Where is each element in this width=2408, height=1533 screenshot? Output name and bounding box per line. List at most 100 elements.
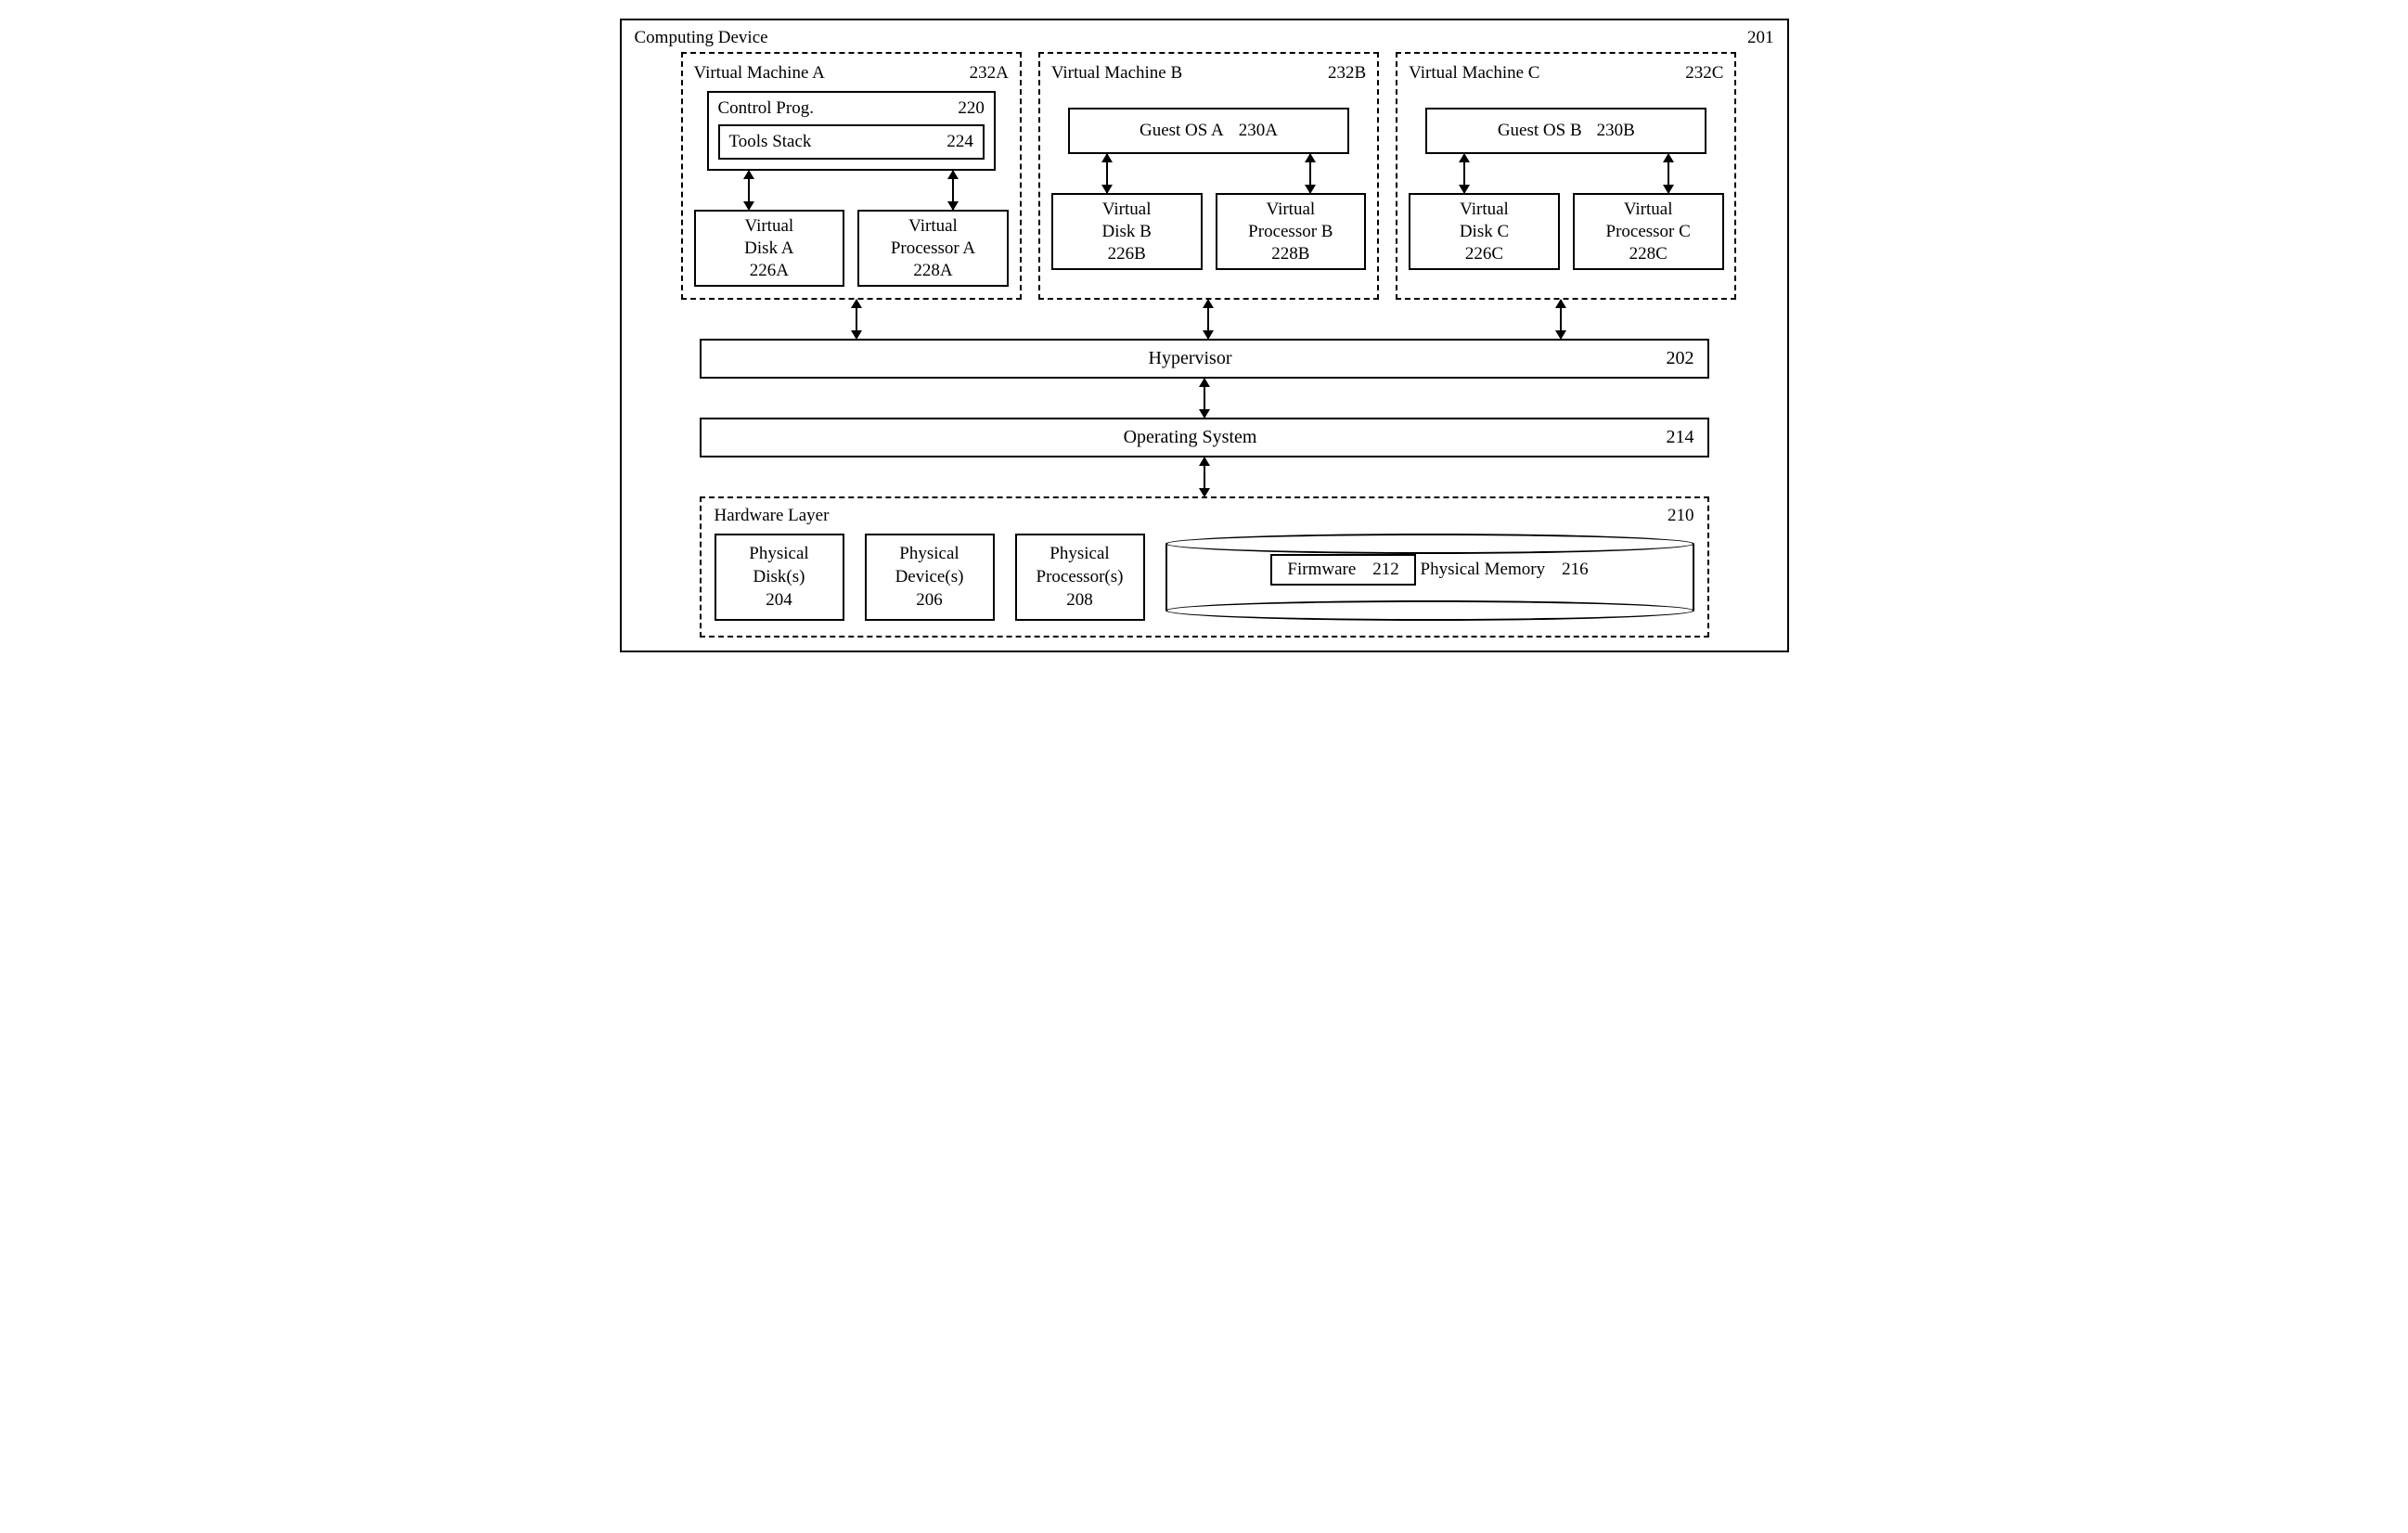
firmware-ref: 212 — [1372, 560, 1399, 580]
pdisks-ref: 204 — [726, 589, 833, 612]
guest-os-b-ref: 230B — [1597, 121, 1635, 141]
os-to-hw-arrow — [635, 457, 1774, 496]
vm-a-header: Virtual Machine A 232A — [694, 63, 1009, 84]
vdisk-c-l2: Disk C — [1418, 221, 1551, 243]
vdisk-c-ref: 226C — [1418, 243, 1551, 265]
vdisk-a-l1: Virtual — [703, 215, 836, 238]
vdisk-a: Virtual Disk A 226A — [694, 210, 845, 287]
vm-c-bottom-row: Virtual Disk C 226C Virtual Processor C … — [1409, 193, 1723, 270]
vdisk-a-l2: Disk A — [703, 238, 836, 260]
vm-a-arrows — [694, 171, 1009, 210]
vproc-a-l1: Virtual — [867, 215, 999, 238]
hw-header: Hardware Layer 210 — [715, 506, 1694, 526]
vproc-c-l1: Virtual — [1582, 199, 1715, 221]
vdisk-c-l1: Virtual — [1418, 199, 1551, 221]
tools-stack: Tools Stack 224 — [718, 124, 985, 160]
vdisk-b-ref: 226B — [1061, 243, 1193, 265]
vm-c-title: Virtual Machine C — [1409, 63, 1539, 84]
vm-b-ref: 232B — [1328, 63, 1366, 84]
hardware-layer: Hardware Layer 210 Physical Disk(s) 204 … — [700, 496, 1709, 638]
vproc-c-l2: Processor C — [1582, 221, 1715, 243]
vproc-b-l1: Virtual — [1225, 199, 1358, 221]
vm-c-header: Virtual Machine C 232C — [1409, 63, 1723, 84]
physical-devices: Physical Device(s) 206 — [865, 534, 995, 621]
vproc-a-ref: 228A — [867, 260, 999, 282]
arrow-icon — [1204, 457, 1205, 496]
vproc-c: Virtual Processor C 228C — [1573, 193, 1724, 270]
hv-to-os-arrow — [635, 379, 1774, 418]
hw-title: Hardware Layer — [715, 506, 830, 526]
tools-stack-ref: 224 — [946, 132, 973, 152]
physical-processors: Physical Processor(s) 208 — [1015, 534, 1145, 621]
guest-os-b: Guest OS B 230B — [1425, 108, 1706, 154]
arrow-icon — [1668, 154, 1669, 193]
vproc-a: Virtual Processor A 228A — [857, 210, 1009, 287]
vproc-b-l2: Processor B — [1225, 221, 1358, 243]
arrow-icon — [1207, 300, 1209, 339]
guest-os-a-label: Guest OS A — [1140, 121, 1224, 141]
computing-device-frame: Computing Device 201 Virtual Machine A 2… — [620, 19, 1789, 652]
hypervisor: Hypervisor 202 — [700, 339, 1709, 379]
vm-a: Virtual Machine A 232A Control Prog. 220… — [681, 52, 1022, 300]
outer-title: Computing Device — [635, 28, 768, 48]
pproc-ref: 208 — [1026, 589, 1134, 612]
vm-b: Virtual Machine B 232B Guest OS A 230A V… — [1038, 52, 1379, 300]
guest-os-a-ref: 230A — [1239, 121, 1278, 141]
outer-ref: 201 — [1747, 28, 1774, 48]
vdisk-c: Virtual Disk C 226C — [1409, 193, 1560, 270]
pproc-l1: Physical — [1026, 543, 1134, 566]
pdev-l1: Physical — [876, 543, 984, 566]
vproc-a-l2: Processor A — [867, 238, 999, 260]
arrow-icon — [1106, 154, 1108, 193]
vm-b-arrows — [1051, 154, 1366, 193]
hypervisor-ref: 202 — [1667, 348, 1694, 369]
vdisk-b-l2: Disk B — [1061, 221, 1193, 243]
arrow-icon — [856, 300, 857, 339]
hw-ref: 210 — [1668, 506, 1694, 526]
physical-memory: Physical Memory 216 — [1421, 560, 1589, 580]
vm-a-ref: 232A — [970, 63, 1009, 84]
vm-to-hypervisor-arrows — [681, 300, 1737, 339]
vproc-b: Virtual Processor B 228B — [1216, 193, 1367, 270]
arrow-icon — [1309, 154, 1311, 193]
vm-b-bottom-row: Virtual Disk B 226B Virtual Processor B … — [1051, 193, 1366, 270]
guest-os-a: Guest OS A 230A — [1068, 108, 1349, 154]
vdisk-b: Virtual Disk B 226B — [1051, 193, 1203, 270]
arrow-icon — [952, 171, 954, 210]
physical-memory-cylinder: Firmware 212 Physical Memory 216 — [1165, 534, 1694, 621]
firmware-label: Firmware — [1287, 560, 1356, 580]
os-label: Operating System — [715, 427, 1667, 448]
os-ref: 214 — [1667, 427, 1694, 448]
guest-os-b-label: Guest OS B — [1498, 121, 1582, 141]
arrow-icon — [1463, 154, 1465, 193]
vm-a-bottom-row: Virtual Disk A 226A Virtual Processor A … — [694, 210, 1009, 287]
vm-c-ref: 232C — [1685, 63, 1723, 84]
control-prog-label: Control Prog. — [718, 98, 814, 119]
vproc-c-ref: 228C — [1582, 243, 1715, 265]
operating-system: Operating System 214 — [700, 418, 1709, 457]
arrow-icon — [1204, 379, 1205, 418]
pm-label: Physical Memory — [1421, 560, 1546, 580]
vproc-b-ref: 228B — [1225, 243, 1358, 265]
vm-a-title: Virtual Machine A — [694, 63, 825, 84]
tools-stack-label: Tools Stack — [729, 132, 812, 152]
vm-c: Virtual Machine C 232C Guest OS B 230B V… — [1396, 52, 1736, 300]
vm-b-header: Virtual Machine B 232B — [1051, 63, 1366, 84]
pdisks-l1: Physical — [726, 543, 833, 566]
hw-contents: Physical Disk(s) 204 Physical Device(s) … — [715, 534, 1694, 621]
pdev-l2: Device(s) — [876, 566, 984, 589]
arrow-icon — [1560, 300, 1562, 339]
pproc-l2: Processor(s) — [1026, 566, 1134, 589]
pdev-ref: 206 — [876, 589, 984, 612]
vm-row: Virtual Machine A 232A Control Prog. 220… — [681, 52, 1737, 300]
physical-disks: Physical Disk(s) 204 — [715, 534, 844, 621]
arrow-icon — [748, 171, 750, 210]
vdisk-b-l1: Virtual — [1061, 199, 1193, 221]
firmware: Firmware 212 — [1270, 554, 1415, 586]
hypervisor-label: Hypervisor — [715, 348, 1667, 369]
pdisks-l2: Disk(s) — [726, 566, 833, 589]
cylinder-content: Firmware 212 Physical Memory 216 — [1165, 534, 1694, 610]
vm-b-title: Virtual Machine B — [1051, 63, 1182, 84]
control-prog: Control Prog. 220 Tools Stack 224 — [707, 91, 996, 171]
outer-header: Computing Device 201 — [635, 28, 1774, 48]
